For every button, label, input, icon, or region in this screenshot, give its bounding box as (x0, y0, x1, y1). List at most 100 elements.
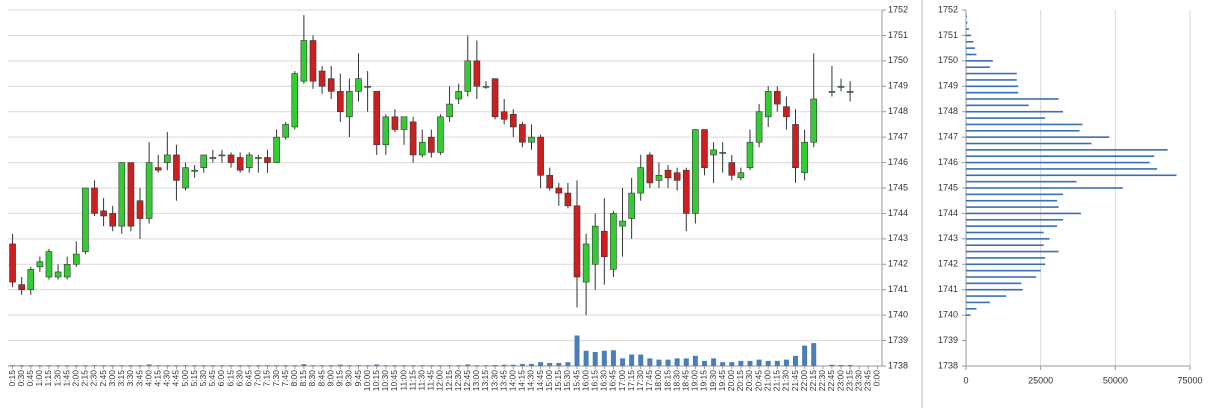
volume-bar (46, 365, 52, 366)
x-tick-label: 18:45 (681, 370, 691, 392)
volume-bar (91, 365, 97, 366)
volume-bar (201, 365, 207, 366)
candle-body (737, 172, 745, 179)
volume-bar (428, 365, 434, 366)
profile-bar (966, 79, 1017, 81)
volume-bar (510, 364, 516, 366)
candle-body (528, 136, 535, 143)
profile-bar (966, 34, 972, 37)
volume-bar (292, 365, 298, 366)
y-tick-label: 1739 (938, 335, 958, 345)
volume-bar (119, 365, 125, 366)
x-tick-label: 15:45 (571, 370, 581, 392)
candle-body (837, 85, 845, 88)
volume-bar (565, 362, 571, 366)
candle-body (9, 243, 16, 283)
volume-bar (73, 365, 79, 366)
x-tick-label: 10:45 (389, 370, 399, 392)
x-tick-label: 7:30 (271, 370, 281, 387)
profile-bar (966, 307, 977, 310)
volume-bar (137, 365, 143, 366)
x-tick-label: 8:15 (298, 370, 308, 387)
x-tick-label: 0:15 (7, 370, 17, 387)
x-tick-label: 4:00 (143, 370, 153, 387)
y-tick-label: 1752 (888, 4, 908, 14)
candle-body (118, 162, 126, 227)
candle-body (582, 243, 590, 283)
x-tick-label: 8:45 (316, 370, 326, 387)
candle-body (482, 85, 490, 88)
candle-body (473, 60, 481, 87)
candle-body (18, 284, 25, 291)
y-tick-label: 1746 (888, 157, 908, 167)
candle-body (209, 157, 217, 159)
candle-body (309, 40, 317, 82)
x-tick-label: 16:00 (580, 370, 590, 392)
candle-body (300, 40, 308, 82)
volume-bar (747, 360, 753, 366)
candle-body (291, 73, 299, 128)
volume-bar (55, 365, 61, 366)
candle-body (673, 172, 681, 181)
y-tick-label: 1744 (938, 208, 958, 218)
x-tick-label: 25000 (1028, 375, 1053, 385)
x-tick-label: 8:30 (307, 370, 317, 387)
candle-body (337, 91, 344, 113)
candle-body (91, 187, 98, 214)
x-tick-label: 75000 (1177, 375, 1202, 385)
x-tick-label: 4:15 (152, 370, 162, 387)
candle-body (509, 113, 517, 128)
y-tick-label: 1750 (888, 55, 908, 65)
candle-body (746, 141, 754, 168)
volume-bar (501, 364, 507, 366)
volume-bar (692, 355, 698, 366)
y-tick-label: 1743 (938, 233, 958, 243)
volume-bar (474, 365, 480, 366)
profile-bar (966, 225, 1058, 227)
candle-body (191, 169, 198, 172)
profile-bar (966, 53, 977, 56)
candle-body (446, 103, 453, 118)
volume-bar (392, 365, 398, 366)
volume-bar (337, 364, 343, 366)
x-tick-label: 3:00 (107, 370, 117, 387)
volume-bar (538, 362, 544, 366)
x-tick-label: 13:00 (471, 370, 481, 392)
volume-bar (674, 358, 680, 366)
x-tick-label: 3:30 (125, 370, 135, 387)
candle-body (264, 157, 271, 163)
candle-body (136, 200, 144, 219)
candle-body (218, 154, 226, 157)
profile-bar (966, 40, 974, 43)
volume-bar (683, 358, 689, 366)
profile-bar (966, 174, 1177, 177)
volume-bar (774, 360, 780, 366)
volume-bar (519, 363, 525, 366)
volume-bar (647, 358, 653, 366)
volume-bar (620, 358, 626, 366)
candle-body (537, 136, 544, 176)
x-tick-label: 17:45 (644, 370, 654, 392)
profile-bar (966, 66, 990, 69)
volume-bar (829, 364, 835, 366)
volume-bar (383, 365, 389, 366)
candle-body (164, 154, 171, 163)
y-tick-label: 1743 (888, 233, 908, 243)
x-tick-label: 6:00 (216, 370, 226, 387)
x-tick-label: 2:45 (98, 370, 108, 387)
volume-bar (146, 364, 152, 366)
candle-body (391, 116, 399, 130)
candle-body (455, 91, 462, 100)
profile-bar (966, 161, 1150, 164)
x-tick-label: 12:30 (453, 370, 463, 392)
candle-body (692, 129, 699, 214)
x-tick-label: 12:15 (444, 370, 454, 392)
volume-bar (10, 365, 16, 366)
volume-bar (793, 355, 799, 366)
candle-body (182, 167, 189, 189)
x-tick-label: 10:30 (380, 370, 390, 392)
y-tick-label: 1746 (938, 157, 958, 167)
x-tick-label: 11:45 (426, 370, 436, 391)
profile-bar (966, 85, 1019, 88)
